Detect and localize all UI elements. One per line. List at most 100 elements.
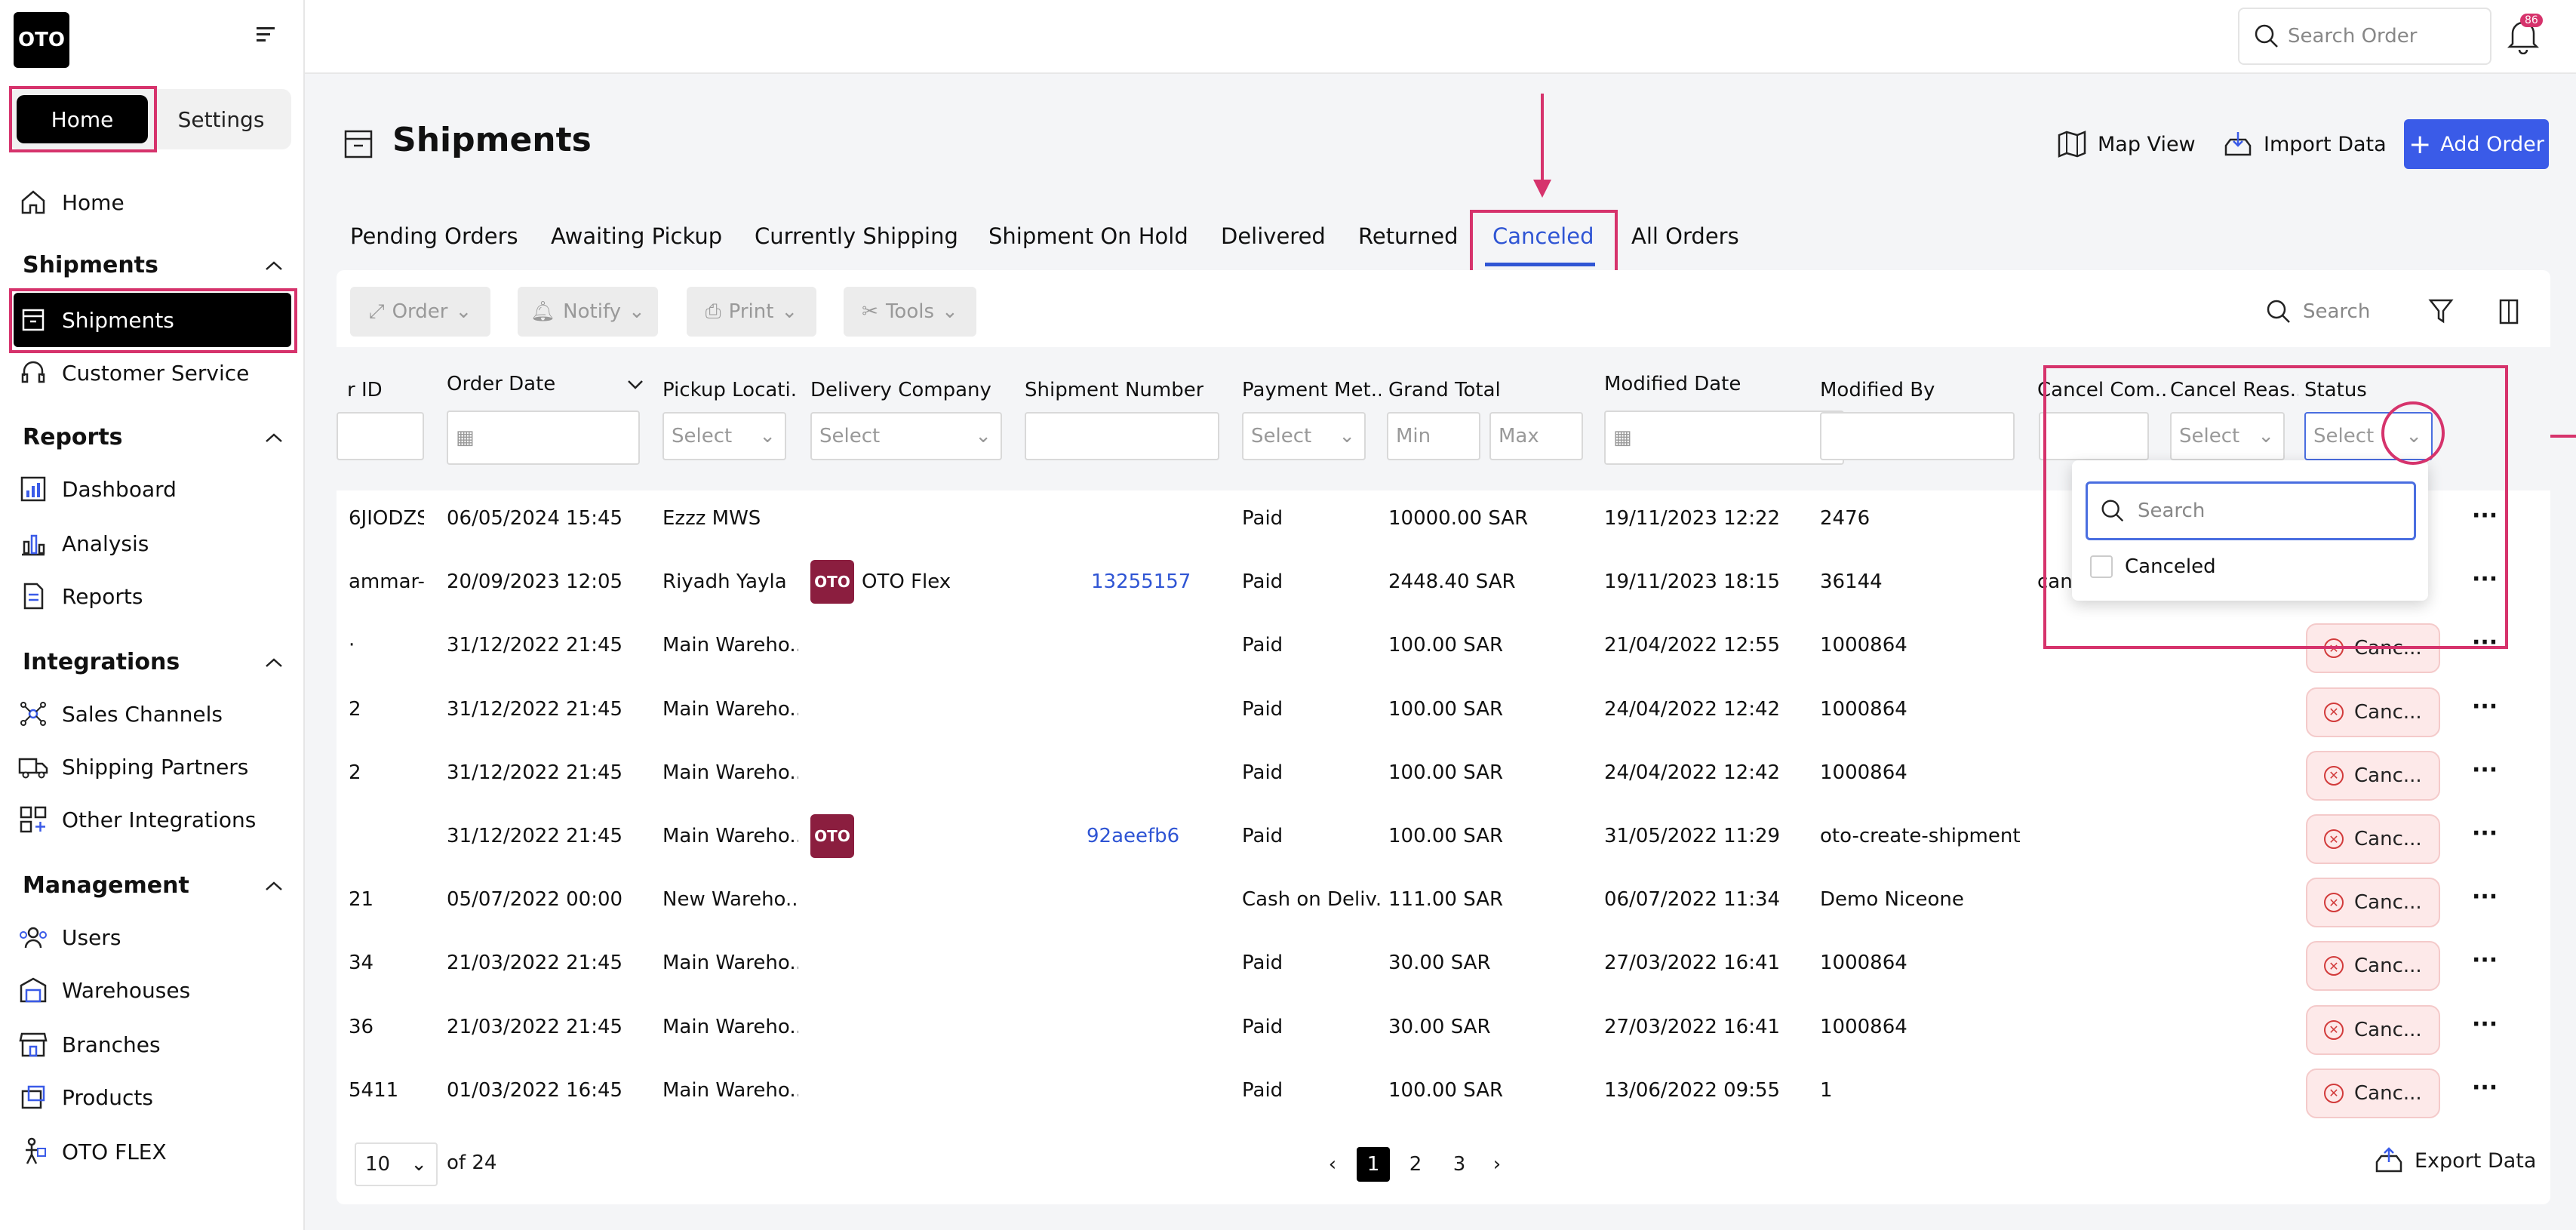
filter-order-id[interactable] [337,412,424,460]
print-menu-button[interactable]: ⎙ Print ⌄ [687,287,816,337]
prev-page-icon[interactable]: ‹ [1328,1153,1337,1176]
page-button-1[interactable]: 1 [1357,1147,1390,1182]
filter-total-min[interactable]: Min [1387,412,1480,460]
tab-canceled[interactable]: Canceled [1492,223,1594,249]
column-header-cancel-comment[interactable]: Cancel Com... [2037,379,2166,401]
sidebar-item-products[interactable]: Products [17,1076,288,1118]
sidebar-item-other-integrations[interactable]: Other Integrations [17,798,288,841]
table-row[interactable]: 5411 01/03/2022 16:45 Main Wareho... Paid 10… [337,1062,2550,1126]
tab-all-orders[interactable]: All Orders [1631,223,1739,249]
collapse-menu-icon[interactable] [254,24,278,45]
column-header-pickup-location[interactable]: Pickup Locati... [662,379,798,401]
table-row[interactable]: 34 21/03/2022 21:45 Main Wareho... Paid 30.0… [337,935,2550,998]
filter-delivery-select[interactable]: Select ⌄ [810,412,1002,460]
column-header-cancel-reason[interactable]: Cancel Reas... [2170,379,2298,401]
table-row[interactable]: 2 31/12/2022 21:45 Main Wareho... Paid 100.0… [337,745,2550,808]
table-row[interactable]: 36 21/03/2022 21:45 Main Wareho... Paid 30.0… [337,999,2550,1062]
row-actions-icon[interactable]: ··· [2472,566,2498,593]
sidebar-item-sales-channels[interactable]: Sales Channels [17,693,288,735]
search-order-input[interactable]: Search Order [2238,8,2491,65]
chevron-down-icon: ⌄ [629,300,645,323]
row-actions-icon[interactable]: ··· [2472,1010,2498,1038]
table-row[interactable]: 2 31/12/2022 21:45 Main Wareho... Paid 100.0… [337,681,2550,745]
max-placeholder: Max [1499,425,1539,447]
filter-payment-select[interactable]: Select ⌄ [1242,412,1366,460]
column-header-order-date[interactable]: Order Date [447,373,556,395]
filter-cancel-reason-select[interactable]: Select ⌄ [2170,412,2285,460]
add-order-button[interactable]: + Add Order [2404,119,2549,169]
filter-shipment-number[interactable] [1025,412,1219,460]
columns-icon[interactable] [2498,297,2520,326]
tab-shipment-on-hold[interactable]: Shipment On Hold [988,223,1188,249]
page-button-2[interactable]: 2 [1409,1153,1422,1176]
tab-currently-shipping[interactable]: Currently Shipping [755,223,958,249]
sidebar-item-shipping-partners[interactable]: Shipping Partners [17,746,288,788]
cell-shipment-number[interactable]: 13255157 [1091,570,1191,594]
tab-awaiting-pickup[interactable]: Awaiting Pickup [551,223,723,249]
filter-modified-date[interactable]: ▦ [1604,411,1844,465]
checkbox[interactable] [2090,555,2113,578]
page-button-3[interactable]: 3 [1452,1153,1466,1176]
sidebar-item-customer-service[interactable]: Customer Service [17,352,288,394]
order-menu-button[interactable]: ⤢ Order ⌄ [350,287,490,337]
notify-menu-button[interactable]: 🔔︎ Notify ⌄ [518,287,658,337]
row-actions-icon[interactable]: ··· [2472,884,2498,911]
table-search-input[interactable]: Search [2264,294,2370,329]
next-page-icon[interactable]: › [1492,1153,1502,1176]
sidebar-section-integrations[interactable]: Integrations [23,649,284,675]
filter-cancel-comment[interactable] [2039,412,2149,460]
row-actions-icon[interactable]: ··· [2472,503,2498,529]
sidebar-item-oto-flex[interactable]: OTO FLEX [17,1130,288,1173]
sidebar-item-branches[interactable]: Branches [17,1023,288,1065]
table-row[interactable]: 21 05/07/2022 00:00 New Wareho... Cash on D… [337,872,2550,935]
filter-total-max[interactable]: Max [1489,412,1583,460]
sidebar-section-management[interactable]: Management [23,872,284,899]
column-header-order-id[interactable]: r ID [347,379,383,401]
home-toggle-button[interactable]: Home [17,95,148,143]
column-header-grand-total[interactable]: Grand Total [1388,379,1501,401]
row-actions-icon[interactable]: ··· [2472,1074,2498,1101]
tools-menu-button[interactable]: ✂ Tools ⌄ [844,287,976,337]
table-row[interactable]: ammar-1... 20/09/2023 12:05 Riyadh Yayla OT… [337,554,2550,617]
import-data-button[interactable]: Import Data [2223,121,2387,168]
status-option-canceled[interactable]: Canceled [2090,555,2216,578]
row-actions-icon[interactable]: ··· [2472,693,2498,720]
sidebar-item-warehouses[interactable]: Warehouses [17,969,288,1011]
row-actions-icon[interactable]: ··· [2472,756,2498,783]
table-row[interactable]: 31/12/2022 21:45 Main Wareho... 92aeefb6 Pa… [337,808,2550,872]
column-header-status[interactable]: Status [2304,379,2367,401]
map-view-button[interactable]: Map View [2057,121,2196,168]
filter-order-date[interactable]: ▦ [447,411,640,465]
sidebar-section-reports[interactable]: Reports [23,424,284,450]
sidebar-item-reports[interactable]: Reports [17,575,288,617]
page-size-select[interactable]: 10 ⌄ [355,1142,438,1186]
filter-pickup-select[interactable]: Select ⌄ [662,412,786,460]
column-header-payment-method[interactable]: Payment Met... [1242,379,1381,401]
row-actions-icon[interactable]: ··· [2472,629,2498,657]
tab-pending-orders[interactable]: Pending Orders [350,223,518,249]
tab-returned[interactable]: Returned [1358,223,1459,249]
oto-logo[interactable]: OTO [14,12,69,68]
table-row[interactable]: 6JIODZS... 06/05/2024 15:45 Ezzz MWS Paid 10… [337,490,2550,554]
row-actions-icon[interactable]: ··· [2472,947,2498,974]
row-actions-icon[interactable]: ··· [2472,820,2498,847]
tab-delivered[interactable]: Delivered [1221,223,1326,249]
cell-payment-method: Paid [1242,697,1283,721]
sidebar-item-shipments[interactable]: Shipments [14,293,291,347]
sidebar-item-home[interactable]: Home [17,181,288,223]
export-data-button[interactable]: Export Data [2374,1147,2536,1174]
settings-toggle-button[interactable]: Settings [177,106,265,132]
sidebar-item-users[interactable]: Users [17,916,288,958]
column-header-modified-by[interactable]: Modified By [1820,379,1935,401]
column-header-delivery-company[interactable]: Delivery Company [810,379,991,401]
column-header-modified-date[interactable]: Modified Date [1604,373,1741,395]
dropdown-search-input[interactable]: Search [2086,481,2416,540]
filter-icon[interactable] [2428,297,2454,324]
chevron-down-icon[interactable] [626,379,644,391]
filter-modified-by[interactable] [1820,412,2015,460]
sidebar-item-analysis[interactable]: Analysis [17,522,288,564]
cell-shipment-number[interactable]: 92aeefb6 [1087,825,1180,847]
sidebar-item-dashboard[interactable]: Dashboard [17,468,288,510]
sidebar-section-shipments[interactable]: Shipments [23,252,284,278]
column-header-shipment-number[interactable]: Shipment Number [1025,379,1204,401]
